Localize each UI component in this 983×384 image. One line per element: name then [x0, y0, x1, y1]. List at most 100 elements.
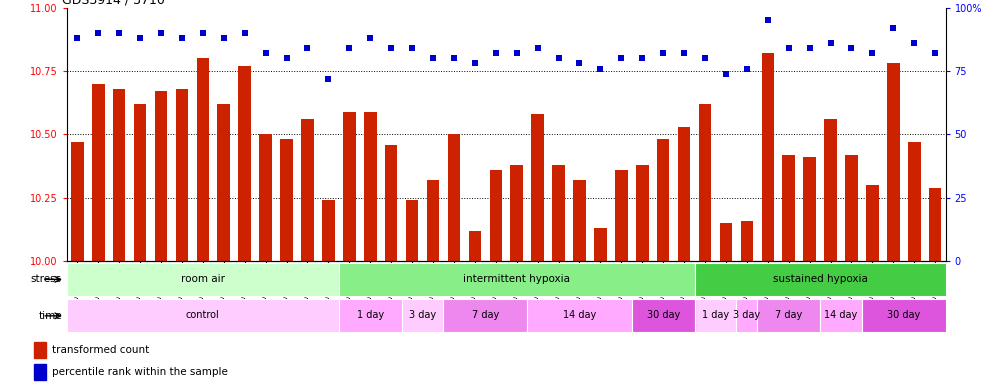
Point	[132, 35, 147, 41]
Bar	[510, 165, 523, 261]
Bar	[740, 220, 753, 261]
Point	[760, 17, 776, 23]
Point	[174, 35, 190, 41]
Text: 1 day: 1 day	[702, 310, 729, 320]
Bar	[695, 263, 946, 296]
Text: 1 day: 1 day	[357, 310, 383, 320]
Point	[320, 76, 336, 82]
Point	[195, 30, 210, 36]
Point	[676, 50, 692, 56]
Text: 14 day: 14 day	[563, 310, 596, 320]
Bar	[301, 119, 314, 261]
Bar	[736, 300, 757, 332]
Bar	[402, 300, 443, 332]
Bar	[427, 180, 439, 261]
Point	[425, 55, 440, 61]
Bar	[239, 66, 251, 261]
Bar	[343, 112, 356, 261]
Point	[404, 45, 420, 51]
Bar	[217, 104, 230, 261]
Point	[279, 55, 295, 61]
Bar	[803, 157, 816, 261]
Bar	[929, 188, 942, 261]
Bar	[762, 53, 774, 261]
Point	[530, 45, 546, 51]
Bar	[594, 228, 607, 261]
Bar	[636, 165, 649, 261]
Bar	[845, 155, 858, 261]
Point	[258, 50, 273, 56]
Point	[446, 55, 462, 61]
Bar	[154, 91, 167, 261]
Bar	[339, 300, 402, 332]
Point	[488, 50, 503, 56]
Text: sustained hypoxia: sustained hypoxia	[773, 274, 868, 284]
Bar	[260, 134, 272, 261]
Point	[864, 50, 880, 56]
Bar	[34, 364, 46, 380]
Bar	[490, 170, 502, 261]
Point	[216, 35, 232, 41]
Bar	[782, 155, 795, 261]
Text: 14 day: 14 day	[825, 310, 857, 320]
Bar	[908, 142, 920, 261]
Bar	[532, 114, 544, 261]
Bar	[71, 142, 84, 261]
Bar	[339, 263, 695, 296]
Text: GDS3914 / 3710: GDS3914 / 3710	[63, 0, 165, 7]
Point	[237, 30, 253, 36]
Point	[300, 45, 316, 51]
Bar	[632, 300, 695, 332]
Point	[781, 45, 796, 51]
Bar	[176, 89, 188, 261]
Bar	[657, 139, 669, 261]
Bar	[67, 300, 339, 332]
Bar	[443, 300, 527, 332]
Point	[886, 25, 901, 31]
Bar	[385, 144, 397, 261]
Bar	[699, 104, 712, 261]
Point	[697, 55, 713, 61]
Bar	[573, 180, 586, 261]
Bar	[447, 134, 460, 261]
Bar	[615, 170, 627, 261]
Point	[823, 40, 838, 46]
Point	[153, 30, 169, 36]
Text: 3 day: 3 day	[409, 310, 436, 320]
Bar	[134, 104, 146, 261]
Bar	[552, 165, 565, 261]
Bar	[280, 139, 293, 261]
Bar	[527, 300, 632, 332]
Point	[656, 50, 671, 56]
Text: transformed count: transformed count	[52, 345, 149, 355]
Point	[593, 65, 608, 71]
Bar	[887, 63, 899, 261]
Bar	[364, 112, 376, 261]
Point	[843, 45, 859, 51]
Text: control: control	[186, 310, 220, 320]
Bar	[67, 263, 339, 296]
Point	[739, 65, 755, 71]
Point	[70, 35, 86, 41]
Bar	[678, 127, 690, 261]
Point	[571, 60, 587, 66]
Bar	[197, 58, 209, 261]
Bar	[322, 200, 334, 261]
Point	[927, 50, 943, 56]
Point	[467, 60, 483, 66]
Point	[550, 55, 566, 61]
Point	[509, 50, 525, 56]
Bar	[862, 300, 946, 332]
Text: percentile rank within the sample: percentile rank within the sample	[52, 367, 228, 377]
Point	[802, 45, 818, 51]
Bar	[720, 223, 732, 261]
Bar	[469, 231, 481, 261]
Point	[111, 30, 127, 36]
Point	[906, 40, 922, 46]
Point	[363, 35, 378, 41]
Text: 3 day: 3 day	[733, 310, 761, 320]
Text: room air: room air	[181, 274, 225, 284]
Bar	[695, 300, 736, 332]
Point	[613, 55, 629, 61]
Point	[341, 45, 357, 51]
